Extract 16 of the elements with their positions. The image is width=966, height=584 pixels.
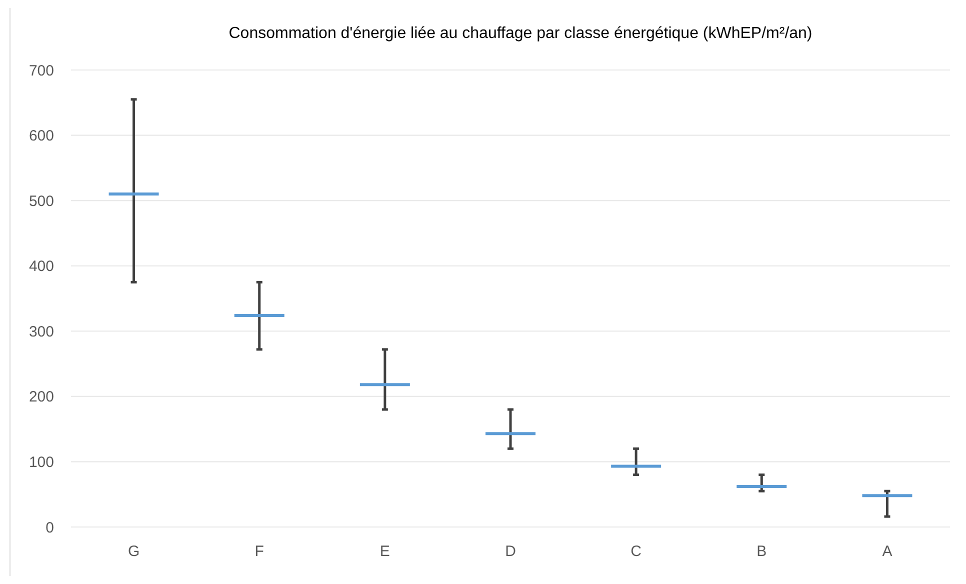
x-tick-label: G <box>128 543 140 560</box>
x-tick-label: D <box>505 543 516 560</box>
y-tick-label: 300 <box>28 323 54 340</box>
y-tick-label: 700 <box>28 62 54 80</box>
y-tick-label: 200 <box>28 388 54 406</box>
x-tick-label: E <box>380 543 390 560</box>
y-tick-label: 500 <box>28 192 54 210</box>
x-tick-label: C <box>630 543 642 560</box>
y-tick-label: 600 <box>28 128 54 145</box>
x-tick-label: A <box>882 543 892 560</box>
chart-title: Consommation d'énergie liée au chauffage par classe énergétique (kWhEP/m²/an) <box>228 25 812 42</box>
y-tick-label: 0 <box>46 519 54 536</box>
x-tick-label: F <box>254 543 264 560</box>
y-tick-label: 400 <box>28 258 54 276</box>
x-tick-label: B <box>756 543 767 560</box>
y-tick-label: 100 <box>28 454 54 471</box>
